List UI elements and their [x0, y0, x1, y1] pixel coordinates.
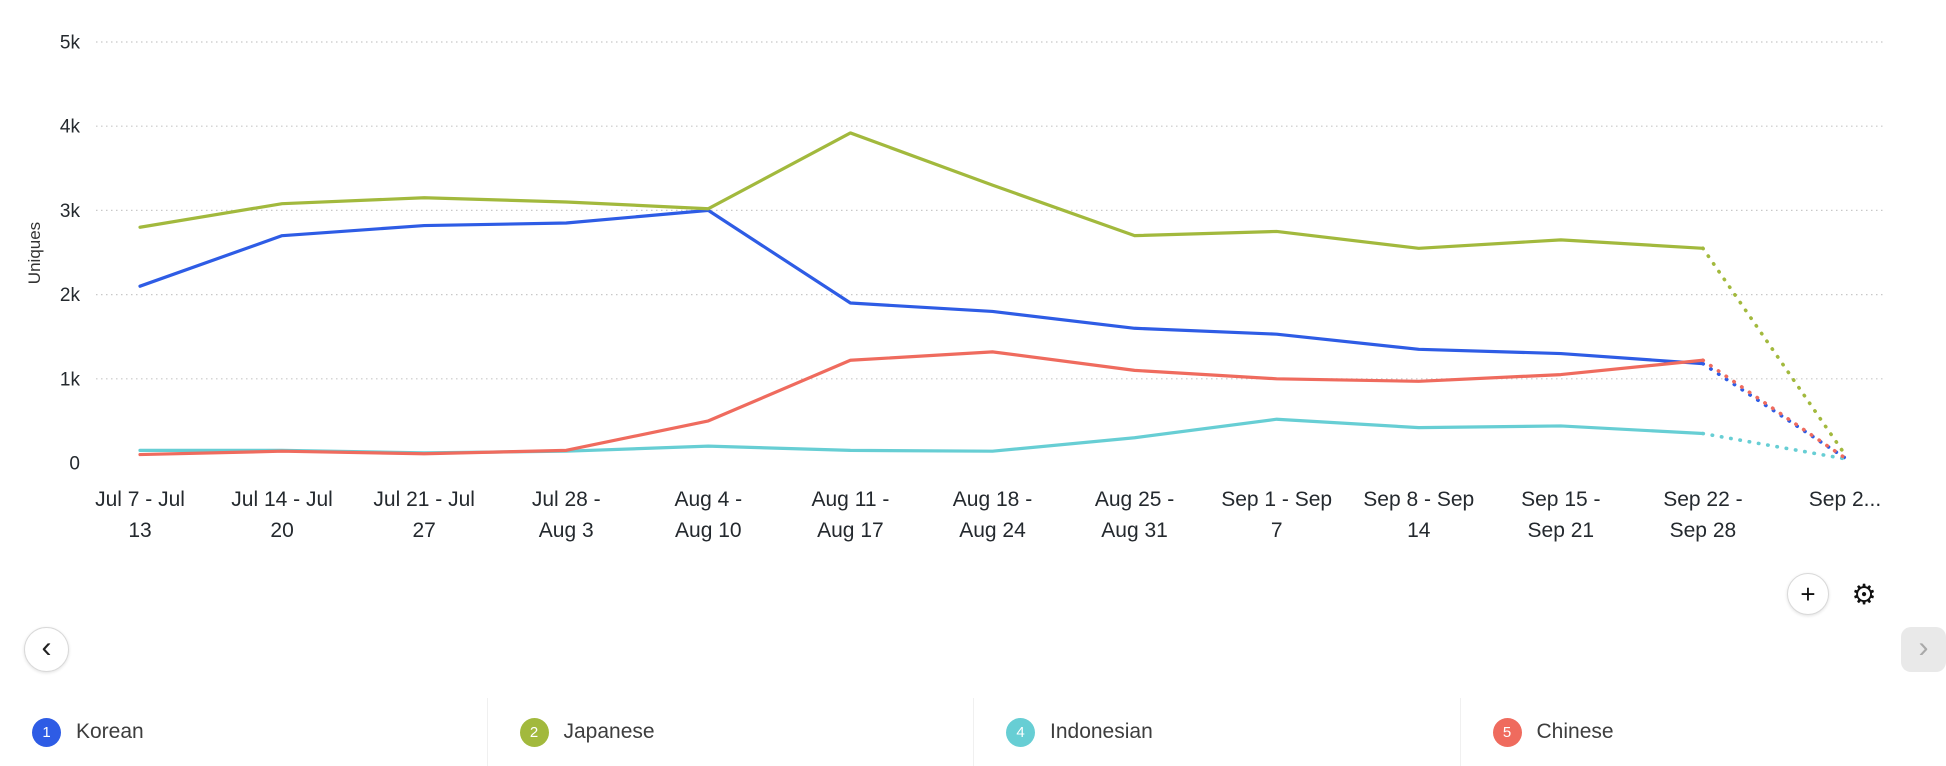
legend-label: Japanese [563, 720, 655, 743]
svg-text:Aug 11 -: Aug 11 - [812, 488, 890, 511]
legend-label: Chinese [1536, 720, 1614, 743]
svg-text:27: 27 [412, 519, 435, 542]
svg-text:Sep 8 - Sep: Sep 8 - Sep [1363, 488, 1474, 511]
svg-text:13: 13 [128, 519, 151, 542]
svg-text:Jul 21 - Jul: Jul 21 - Jul [373, 488, 475, 511]
series-number-badge: 1 [32, 717, 61, 747]
series-number-badge: 4 [1006, 717, 1035, 747]
svg-text:5k: 5k [60, 33, 81, 54]
legend-item-indonesian[interactable]: 4 Indonesian [973, 698, 1460, 766]
legend-label: Indonesian [1050, 720, 1153, 743]
svg-text:Sep 15 -: Sep 15 - [1521, 488, 1600, 511]
svg-text:Aug 10: Aug 10 [675, 519, 742, 542]
legend-label: Korean [76, 720, 144, 743]
svg-text:4k: 4k [60, 117, 81, 138]
svg-text:Sep 2...: Sep 2... [1809, 488, 1881, 511]
svg-text:Aug 31: Aug 31 [1101, 519, 1168, 542]
settings-gear-icon[interactable]: ⚙ [1841, 571, 1887, 617]
svg-text:Aug 24: Aug 24 [959, 519, 1026, 542]
chevron-right-icon[interactable]: › [1901, 627, 1946, 672]
legend-item-japanese[interactable]: 2 Japanese [486, 698, 974, 766]
svg-text:20: 20 [270, 519, 293, 542]
series-number-badge: 2 [519, 717, 549, 747]
svg-text:Aug 18 -: Aug 18 - [953, 488, 1032, 511]
svg-text:3k: 3k [60, 201, 81, 222]
svg-text:Sep 28: Sep 28 [1670, 519, 1737, 542]
svg-text:Sep 21: Sep 21 [1528, 519, 1595, 542]
svg-text:Sep 1 - Sep: Sep 1 - Sep [1221, 488, 1332, 511]
svg-text:Aug 3: Aug 3 [539, 519, 594, 542]
svg-text:1k: 1k [60, 369, 81, 390]
svg-text:2k: 2k [60, 285, 81, 306]
svg-text:Sep 22 -: Sep 22 - [1663, 488, 1742, 511]
svg-text:Jul 7 - Jul: Jul 7 - Jul [95, 488, 185, 511]
svg-text:Aug 17: Aug 17 [817, 519, 884, 542]
legend: 1 Korean 2 Japanese 4 Indonesian 5 Chine… [0, 698, 1946, 766]
svg-text:0: 0 [69, 454, 80, 475]
svg-text:14: 14 [1407, 519, 1431, 542]
series-number-badge: 5 [1492, 717, 1522, 747]
legend-item-chinese[interactable]: 5 Chinese [1459, 698, 1946, 766]
chevron-left-icon[interactable]: ‹ [24, 627, 69, 672]
svg-text:Aug 25 -: Aug 25 - [1095, 488, 1174, 511]
svg-text:Uniques: Uniques [25, 222, 44, 284]
svg-text:Aug 4 -: Aug 4 - [674, 488, 742, 511]
add-button[interactable]: + [1787, 573, 1829, 615]
svg-text:Jul 14 - Jul: Jul 14 - Jul [231, 488, 333, 511]
svg-text:Jul 28 -: Jul 28 - [532, 488, 601, 511]
svg-text:7: 7 [1271, 519, 1283, 542]
legend-item-korean[interactable]: 1 Korean [0, 698, 487, 766]
uniques-line-chart[interactable]: 5k 4k 3k 2k 1k 0 Uniques Jul 7 - Jul 13 Jul 14 - … [0, 0, 1946, 560]
